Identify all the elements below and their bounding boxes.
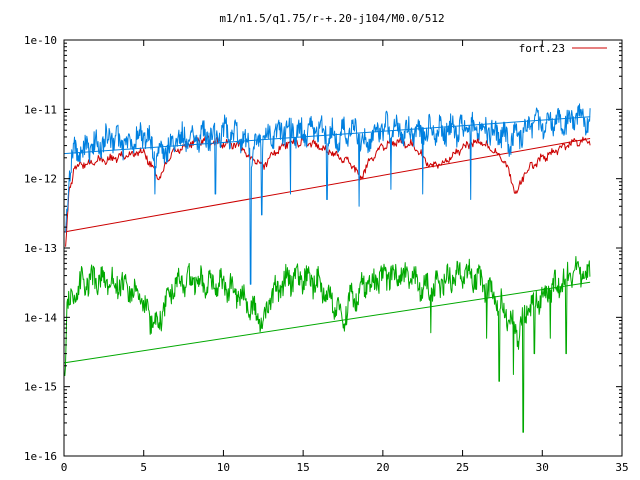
x-tick-label: 5 xyxy=(140,461,147,474)
series-layer xyxy=(63,103,591,433)
plot-frame xyxy=(63,39,623,457)
series-trend-line xyxy=(63,116,591,155)
y-tick-label: 1e-10 xyxy=(24,34,57,47)
y-tick-label: 1e-16 xyxy=(24,450,57,463)
legend-label-fort-23: fort.23 xyxy=(519,42,565,55)
chart-title: m1/n1.5/q1.75/r-+.20-j104/M0.0/512 xyxy=(219,12,444,25)
y-tick-label: 1e-12 xyxy=(24,173,57,186)
series-trend-line xyxy=(63,281,591,364)
y-tick-label: 1e-11 xyxy=(24,103,57,116)
legend: fort.23 xyxy=(519,42,607,55)
x-tick-label: 0 xyxy=(61,461,68,474)
x-tick-label: 10 xyxy=(217,461,230,474)
x-tick-label: 25 xyxy=(456,461,469,474)
y-tick-label: 1e-14 xyxy=(24,311,57,324)
x-tick-label: 15 xyxy=(297,461,310,474)
series-line xyxy=(64,256,591,433)
x-tick-label: 30 xyxy=(536,461,549,474)
series-line xyxy=(65,103,591,285)
x-tick-label: 35 xyxy=(615,461,628,474)
y-tick-label: 1e-13 xyxy=(24,242,57,255)
x-tick-label: 20 xyxy=(376,461,389,474)
axis-layer: 0 5 10 15 20 25 30 35 1e-10 1e-11 1e-12 1e-13 1e-14 1… xyxy=(24,34,629,474)
y-tick-label: 1e-15 xyxy=(24,381,57,394)
